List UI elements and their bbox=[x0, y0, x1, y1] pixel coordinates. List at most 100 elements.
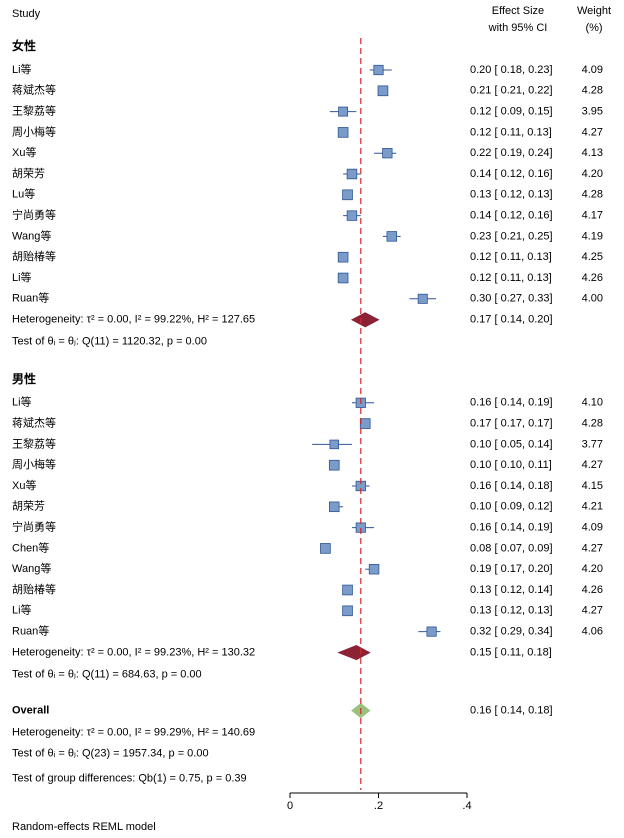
weight-label: 4.06 bbox=[582, 626, 603, 638]
effect-label: 0.12 [ 0.11, 0.13] bbox=[470, 251, 552, 263]
effect-label: 0.13 [ 0.12, 0.13] bbox=[470, 605, 553, 617]
summary-label: 0.15 [ 0.11, 0.18] bbox=[470, 647, 552, 659]
study-name: Li等 bbox=[12, 395, 32, 409]
effect-label: 0.13 [ 0.12, 0.13] bbox=[470, 189, 553, 201]
study-name: 胡贻椿等 bbox=[12, 582, 56, 596]
weight-label: 4.17 bbox=[582, 210, 603, 222]
study-name: Xu等 bbox=[12, 478, 36, 492]
effect-label: 0.10 [ 0.09, 0.12] bbox=[470, 501, 553, 513]
weight-label: 4.10 bbox=[582, 397, 603, 409]
study-marker bbox=[328, 459, 340, 471]
effect-label: 0.12 [ 0.11, 0.13] bbox=[470, 272, 552, 284]
x-tick-label: .4 bbox=[462, 800, 471, 812]
weight-label: 4.20 bbox=[582, 168, 603, 180]
study-name: 王黎荔等 bbox=[12, 436, 56, 450]
weight-label: 4.13 bbox=[582, 147, 603, 159]
effect-label: 0.20 [ 0.18, 0.23] bbox=[470, 64, 553, 76]
effect-label: 0.16 [ 0.14, 0.19] bbox=[470, 522, 553, 534]
weight-label: 4.09 bbox=[582, 522, 603, 534]
weight-label: 4.27 bbox=[582, 126, 603, 138]
weight-label: 4.27 bbox=[582, 542, 603, 554]
group-test: Test of θᵢ = θⱼ: Q(11) = 1120.32, p = 0.… bbox=[12, 336, 207, 348]
weight-label: 4.25 bbox=[582, 251, 603, 263]
study-marker bbox=[329, 439, 339, 450]
weight-label: 4.28 bbox=[582, 189, 603, 201]
overall-value: 0.16 [ 0.14, 0.18] bbox=[470, 705, 553, 717]
effect-label: 0.19 [ 0.17, 0.20] bbox=[470, 563, 553, 575]
study-marker bbox=[386, 231, 397, 242]
study-name: 宁尚勇等 bbox=[12, 520, 56, 534]
heterogeneity: Heterogeneity: τ² = 0.00, I² = 99.22%, H… bbox=[12, 314, 255, 326]
study-name: Xu等 bbox=[12, 145, 36, 159]
effect-label: 0.21 [ 0.21, 0.22] bbox=[470, 85, 553, 97]
group-test: Test of θᵢ = θⱼ: Q(11) = 684.63, p = 0.0… bbox=[12, 669, 202, 681]
group-label: 女性 bbox=[12, 38, 36, 53]
effect-label: 0.12 [ 0.11, 0.13] bbox=[470, 126, 552, 138]
group-difference-test: Test of group differences: Qb(1) = 0.75,… bbox=[12, 773, 247, 785]
study-marker bbox=[337, 272, 349, 284]
weight-label: 4.27 bbox=[582, 605, 603, 617]
study-name: 宁尚勇等 bbox=[12, 208, 56, 222]
study-marker bbox=[329, 501, 340, 513]
study-name: 周小梅等 bbox=[12, 124, 56, 138]
effect-label: 0.30 [ 0.27, 0.33] bbox=[470, 293, 553, 305]
weight-label: 4.28 bbox=[582, 85, 603, 97]
weight-label: 3.77 bbox=[582, 438, 603, 450]
overall-label: Overall bbox=[12, 705, 49, 717]
study-name: 胡荣芳 bbox=[12, 499, 45, 513]
effect-label: 0.16 [ 0.14, 0.19] bbox=[470, 397, 553, 409]
effect-label: 0.12 [ 0.09, 0.15] bbox=[470, 106, 553, 118]
effect-label: 0.16 [ 0.14, 0.18] bbox=[470, 480, 553, 492]
x-tick-label: 0 bbox=[287, 800, 293, 812]
study-name: Ruan等 bbox=[12, 624, 49, 638]
study-name: 胡荣芳 bbox=[12, 166, 45, 180]
weight-label: 4.21 bbox=[582, 501, 603, 513]
study-name: 胡贻椿等 bbox=[12, 249, 56, 263]
effect-label: 0.22 [ 0.19, 0.24] bbox=[470, 147, 553, 159]
study-marker bbox=[337, 127, 349, 138]
study-marker bbox=[359, 418, 371, 429]
weight-label: 4.15 bbox=[582, 480, 603, 492]
weight-label: 4.19 bbox=[582, 230, 603, 242]
study-name: 蒋斌杰等 bbox=[12, 83, 56, 97]
x-tick-label: .2 bbox=[374, 800, 383, 812]
summary-label: 0.17 [ 0.14, 0.20] bbox=[470, 314, 553, 326]
weight-label: 4.00 bbox=[582, 293, 603, 305]
study-marker bbox=[346, 210, 358, 221]
study-name: Li等 bbox=[12, 270, 32, 284]
study-marker bbox=[337, 251, 349, 263]
weight-label: 3.95 bbox=[582, 106, 603, 118]
header-weight: Weight bbox=[577, 5, 611, 17]
effect-label: 0.14 [ 0.12, 0.16] bbox=[470, 210, 553, 222]
study-name: Wang等 bbox=[12, 561, 51, 575]
study-name: 周小梅等 bbox=[12, 457, 56, 471]
study-name: 蒋斌杰等 bbox=[12, 416, 56, 430]
study-name: Lu等 bbox=[12, 187, 35, 201]
heterogeneity: Heterogeneity: τ² = 0.00, I² = 99.23%, H… bbox=[12, 647, 255, 659]
weight-label: 4.28 bbox=[582, 418, 603, 430]
study-marker bbox=[373, 64, 384, 76]
study-marker bbox=[382, 148, 393, 159]
header-effect: Effect Size bbox=[492, 5, 544, 17]
study-marker bbox=[346, 168, 358, 180]
study-name: Wang等 bbox=[12, 228, 51, 242]
weight-label: 4.26 bbox=[582, 272, 603, 284]
study-name: Li等 bbox=[12, 62, 32, 76]
heterogeneity: Heterogeneity: τ² = 0.00, I² = 99.29%, H… bbox=[12, 727, 255, 739]
study-marker bbox=[417, 293, 428, 304]
model-note: Random-effects REML model bbox=[12, 821, 156, 833]
study-name: 王黎荔等 bbox=[12, 104, 56, 118]
effect-label: 0.13 [ 0.12, 0.14] bbox=[470, 584, 553, 596]
study-name: Li等 bbox=[12, 603, 32, 617]
study-marker bbox=[342, 584, 353, 596]
weight-label: 4.26 bbox=[582, 584, 603, 596]
study-name: Ruan等 bbox=[12, 291, 49, 305]
summary-diamond bbox=[337, 645, 371, 661]
overall-test: Test of θᵢ = θⱼ: Q(23) = 1957.34, p = 0.… bbox=[12, 748, 209, 760]
weight-label: 4.20 bbox=[582, 563, 603, 575]
weight-label: 4.09 bbox=[582, 64, 603, 76]
study-marker bbox=[368, 563, 380, 575]
study-marker bbox=[338, 106, 349, 117]
effect-label: 0.32 [ 0.29, 0.34] bbox=[470, 626, 553, 638]
